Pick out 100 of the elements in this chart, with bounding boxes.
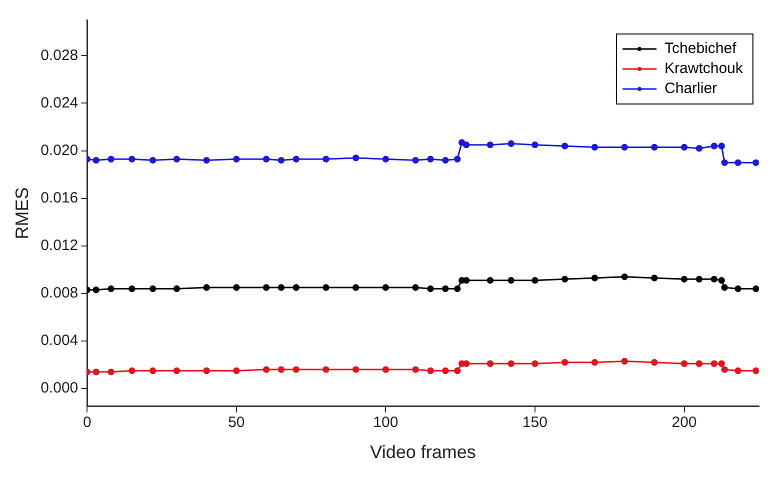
point <box>292 156 300 162</box>
point <box>454 285 461 292</box>
y-tick-label: 0.004 <box>40 332 78 350</box>
point <box>752 285 759 292</box>
point <box>680 144 688 151</box>
point <box>233 367 240 374</box>
point <box>173 285 180 292</box>
point <box>382 284 390 291</box>
point <box>427 156 434 162</box>
legend-label: Krawtchouk <box>664 60 744 78</box>
point <box>486 141 494 148</box>
point <box>718 277 725 284</box>
y-tick-label: 0.024 <box>40 94 78 112</box>
point <box>591 359 598 366</box>
point <box>92 286 100 294</box>
y-tick-label: 0.012 <box>40 237 78 254</box>
point <box>718 142 725 150</box>
y-tick-label: 0.020 <box>40 142 78 159</box>
point <box>532 141 538 148</box>
point <box>278 366 285 373</box>
point <box>173 367 180 374</box>
point <box>591 274 598 282</box>
point <box>92 156 100 164</box>
x-tick-label: 50 <box>228 414 245 432</box>
point <box>442 156 449 164</box>
legend-label: Charlier <box>664 80 718 98</box>
point <box>149 285 156 292</box>
point <box>322 366 330 373</box>
point <box>621 358 628 365</box>
point <box>352 284 360 291</box>
point <box>710 276 718 283</box>
point <box>486 360 494 367</box>
point <box>752 159 759 166</box>
point <box>721 366 728 373</box>
point <box>721 159 728 166</box>
point <box>262 284 270 291</box>
point <box>427 367 434 374</box>
point <box>262 156 270 162</box>
point <box>442 367 449 374</box>
y-axis-title: RMES <box>12 187 32 240</box>
point <box>173 156 180 162</box>
point <box>454 156 461 162</box>
x-axis-title: Video frames <box>370 442 476 462</box>
point <box>721 284 728 291</box>
point <box>561 142 568 150</box>
point <box>734 159 742 166</box>
x-tick-label: 200 <box>672 414 697 432</box>
point <box>203 367 210 374</box>
x-tick-label: 0 <box>82 414 92 432</box>
point <box>352 154 360 162</box>
point <box>352 366 360 373</box>
point <box>651 274 658 282</box>
point <box>233 156 240 162</box>
point <box>128 156 136 162</box>
point <box>203 284 210 291</box>
point <box>718 360 725 367</box>
point <box>734 285 742 292</box>
point <box>508 360 514 367</box>
point <box>561 276 568 283</box>
point <box>108 368 114 376</box>
point <box>651 144 658 151</box>
point <box>278 284 285 291</box>
point <box>233 284 240 291</box>
point <box>532 277 538 284</box>
x-tick-label: 100 <box>373 414 398 432</box>
point <box>322 156 330 162</box>
point <box>108 156 114 162</box>
point <box>427 285 434 292</box>
point <box>322 284 330 291</box>
y-tick-label: 0.008 <box>40 284 78 302</box>
point <box>149 367 156 374</box>
point <box>262 366 270 373</box>
legend-label: Tchebichef <box>664 40 738 58</box>
y-tick-label: 0.000 <box>40 380 78 397</box>
point <box>561 359 568 366</box>
point <box>92 368 100 376</box>
point <box>412 284 419 291</box>
point <box>412 366 419 373</box>
point <box>382 156 390 162</box>
point <box>292 284 300 291</box>
point <box>696 145 703 152</box>
point <box>462 141 470 148</box>
point <box>508 277 514 284</box>
point <box>108 285 114 292</box>
point <box>203 156 210 164</box>
point <box>508 140 514 147</box>
point <box>278 156 285 164</box>
point <box>680 360 688 367</box>
point <box>710 142 718 150</box>
point <box>486 277 494 284</box>
point <box>752 367 759 374</box>
point <box>412 156 419 164</box>
point <box>621 144 628 151</box>
point <box>734 367 742 374</box>
point <box>382 366 390 373</box>
point <box>621 273 628 280</box>
point <box>680 276 688 283</box>
y-tick-label: 0.028 <box>40 46 78 64</box>
point <box>128 285 136 292</box>
point <box>591 144 598 151</box>
